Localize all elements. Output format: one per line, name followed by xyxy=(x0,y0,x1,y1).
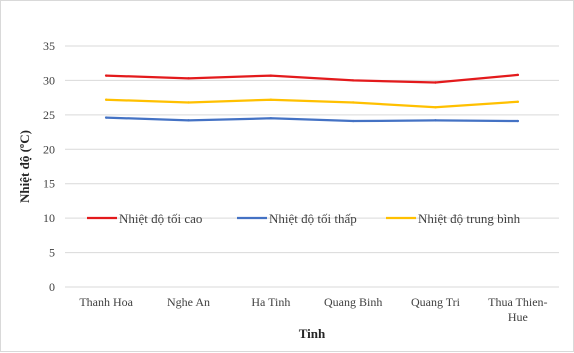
x-tick-label-line: Ha Tinh xyxy=(251,295,290,309)
data-point xyxy=(269,98,273,101)
gridlines xyxy=(65,45,559,288)
data-point xyxy=(351,79,355,82)
y-tick-label: 5 xyxy=(49,246,55,260)
x-tick-label-line: Hue xyxy=(508,310,528,324)
data-point xyxy=(351,119,355,123)
legend-entry: Nhiệt độ tối thấp xyxy=(269,211,357,226)
x-tick-label: Ha Tinh xyxy=(251,295,290,309)
series-line-1 xyxy=(105,73,519,84)
x-tick-label: Thua Thien-Hue xyxy=(488,295,547,324)
series-line-3 xyxy=(105,98,519,109)
series-lines xyxy=(104,73,520,123)
x-tick-label-line: Thua Thien- xyxy=(488,295,547,309)
data-point xyxy=(516,100,520,103)
series-line-2 xyxy=(105,116,519,123)
x-tick-label: Thanh Hoa xyxy=(79,295,133,309)
data-point xyxy=(104,74,108,77)
data-point xyxy=(187,101,190,104)
y-tick-label: 25 xyxy=(43,108,55,122)
data-point xyxy=(434,81,437,84)
y-tick-label: 15 xyxy=(43,177,55,191)
data-point xyxy=(187,77,190,80)
x-tick-label: Quang Tri xyxy=(411,295,461,309)
y-tick-label: 35 xyxy=(43,39,55,53)
data-point xyxy=(351,101,355,104)
y-tick-label: 30 xyxy=(43,73,55,87)
x-tick-label-line: Thanh Hoa xyxy=(79,295,133,309)
x-tick-label-line: Quang Tri xyxy=(411,295,461,309)
legend-entry: Nhiệt độ tối cao xyxy=(119,211,202,226)
y-tick-label: 0 xyxy=(49,280,55,294)
data-point xyxy=(269,74,273,77)
data-point xyxy=(187,119,190,122)
legend: Nhiệt độ tối cao Nhiệt độ tối thấp Nhiệt đ… xyxy=(87,211,521,226)
x-tick-label-line: Quang Binh xyxy=(324,295,382,309)
x-axis-ticks: Thanh Hoa Nghe An Ha Tinh Quang Binh Quang T… xyxy=(79,295,547,324)
x-tick-label: Quang Binh xyxy=(324,295,382,309)
y-tick-label: 10 xyxy=(43,211,55,225)
data-point xyxy=(516,119,520,123)
y-axis-ticks: 0 5 10 15 20 25 30 35 xyxy=(43,39,55,294)
x-tick-label-line: Nghe An xyxy=(167,295,210,309)
legend-entry: Nhiệt độ trung bình xyxy=(418,211,521,226)
x-axis-title: Tinh xyxy=(299,326,326,341)
x-tick-label: Nghe An xyxy=(167,295,210,309)
y-tick-label: 20 xyxy=(43,142,55,156)
data-point xyxy=(516,73,520,77)
data-point xyxy=(104,116,108,119)
data-point xyxy=(434,106,437,109)
data-point xyxy=(104,98,108,101)
data-point xyxy=(434,119,437,122)
y-axis-title: Nhiệt độ (ºC) xyxy=(17,130,32,203)
data-point xyxy=(269,117,273,120)
